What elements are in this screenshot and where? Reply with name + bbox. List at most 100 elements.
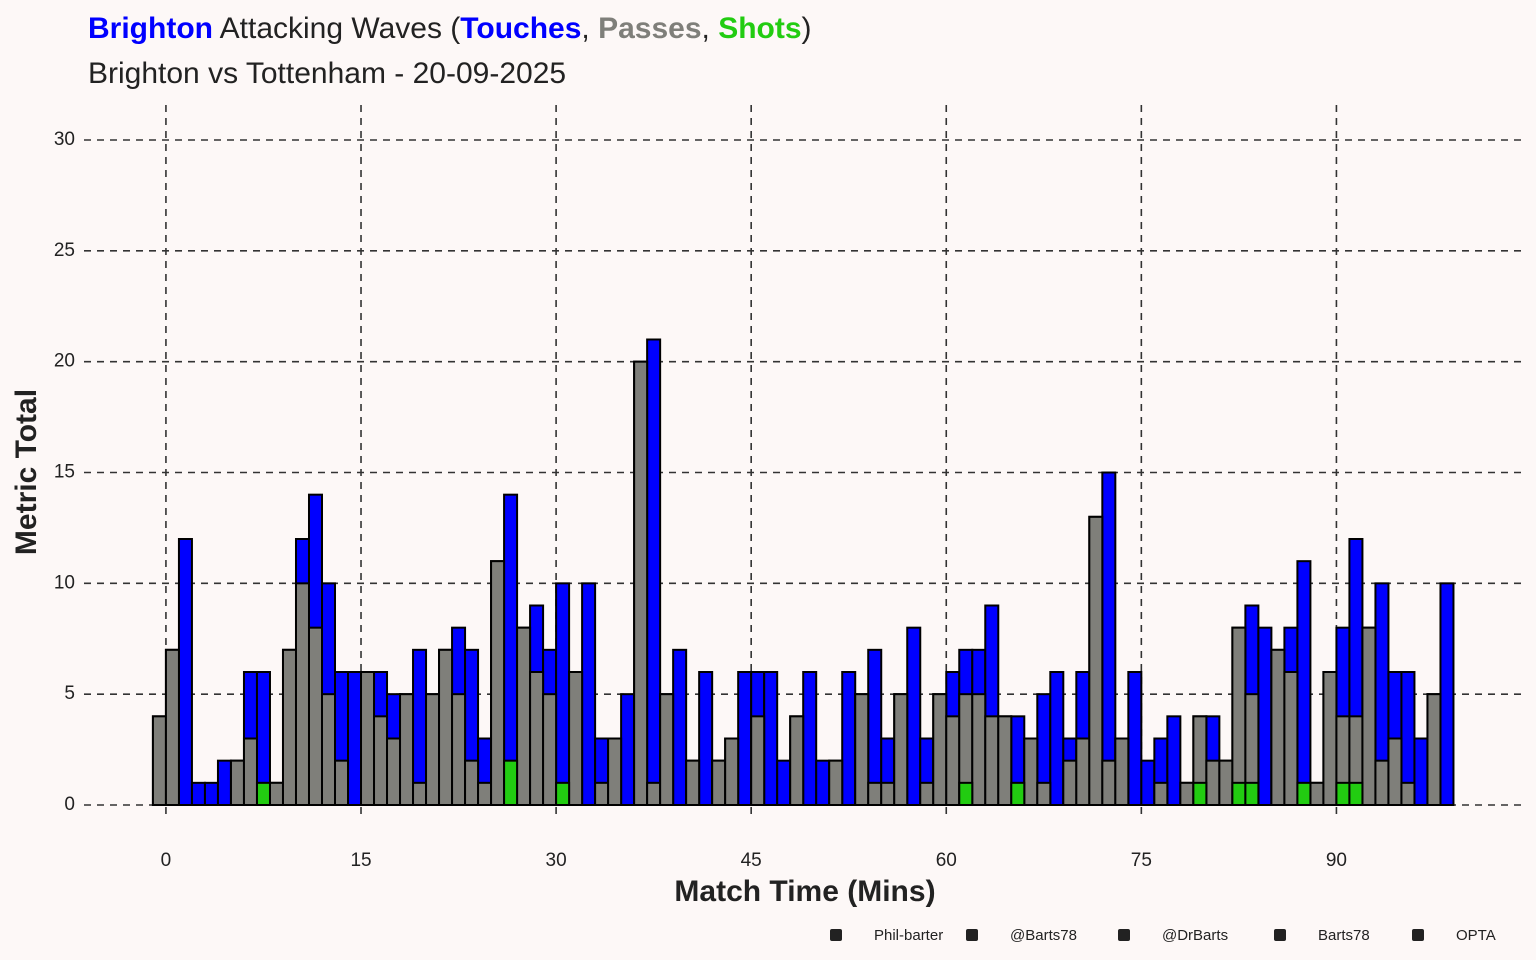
bar — [893, 693, 909, 807]
bar — [1361, 626, 1377, 807]
bar — [867, 648, 883, 806]
bar — [568, 671, 584, 806]
y-tick-label: 25 — [54, 240, 75, 261]
x-tick-label: 45 — [741, 850, 762, 871]
bar — [203, 781, 219, 806]
title-series: Passes — [598, 12, 701, 45]
bar — [216, 759, 232, 807]
bar — [672, 648, 688, 806]
credit-text: @DrBarts — [1162, 927, 1228, 944]
bar — [373, 715, 389, 806]
chart-title: Brighton Attacking Waves (Touches, Passe… — [88, 12, 812, 45]
bar — [1114, 737, 1130, 806]
bar — [646, 781, 662, 806]
y-tick-label: 30 — [54, 129, 75, 150]
bar — [1075, 737, 1091, 806]
bar — [997, 715, 1013, 806]
bar — [737, 671, 753, 806]
credit-icon — [1118, 929, 1130, 941]
bar — [347, 671, 363, 806]
x-tick-label: 60 — [936, 850, 957, 871]
credit-icon — [1412, 929, 1424, 941]
bar — [1010, 781, 1026, 806]
bar — [451, 693, 467, 807]
bar — [1166, 715, 1182, 806]
x-tick-label: 15 — [350, 850, 371, 871]
bar — [555, 781, 571, 806]
bar — [412, 648, 428, 806]
bar — [529, 671, 545, 806]
bar — [750, 715, 766, 806]
bar — [633, 360, 649, 806]
bar — [542, 693, 558, 807]
bar — [151, 715, 167, 806]
credit-text: Phil-barter — [874, 927, 943, 944]
bar — [1062, 759, 1078, 807]
bar — [594, 781, 610, 806]
bar — [334, 759, 350, 807]
x-tick-label: 90 — [1326, 850, 1347, 871]
title-series: Shots — [718, 12, 801, 45]
credit-text: @Barts78 — [1010, 927, 1077, 944]
chart-subtitle: Brighton vs Tottenham - 20-09-2025 — [88, 57, 566, 90]
bar — [776, 759, 792, 807]
x-axis-title: Match Time (Mins) — [674, 875, 935, 908]
bar — [1309, 781, 1325, 806]
bar — [1101, 759, 1117, 807]
bar — [828, 759, 844, 807]
bar — [307, 626, 323, 807]
bar — [1426, 693, 1442, 807]
bar — [971, 693, 987, 807]
bar — [1374, 759, 1390, 807]
x-tick-label: 75 — [1131, 850, 1152, 871]
bar — [919, 781, 935, 806]
bar — [425, 693, 441, 807]
bar — [1257, 626, 1273, 807]
bar — [646, 338, 662, 806]
bar — [1283, 671, 1299, 806]
x-tick-label: 30 — [546, 850, 567, 871]
bar — [360, 671, 376, 806]
bar — [1335, 781, 1351, 806]
bar — [1218, 759, 1234, 807]
title-sep: , — [581, 12, 598, 45]
bar — [659, 693, 675, 807]
x-tick-label: 0 — [161, 850, 172, 871]
bar — [685, 759, 701, 807]
bar — [945, 715, 961, 806]
bar — [854, 693, 870, 807]
bar — [880, 781, 896, 806]
bar — [490, 560, 506, 807]
bar — [1270, 648, 1286, 806]
y-tick-label: 0 — [64, 794, 75, 815]
bar — [724, 737, 740, 806]
bar — [763, 671, 779, 806]
bar — [1179, 781, 1195, 806]
bar — [386, 737, 402, 806]
bar — [1036, 781, 1052, 806]
bar — [1231, 781, 1247, 806]
bar — [412, 781, 428, 806]
bar — [255, 781, 271, 806]
bar — [958, 781, 974, 806]
credit-icon — [830, 929, 842, 941]
bar — [464, 759, 480, 807]
bar — [268, 781, 284, 806]
bar — [867, 781, 883, 806]
bar — [789, 715, 805, 806]
bar — [1153, 781, 1169, 806]
credit-icon — [966, 929, 978, 941]
credit-text: Barts78 — [1318, 927, 1370, 944]
bar — [1439, 582, 1455, 806]
bar — [1322, 671, 1338, 806]
bar — [1088, 515, 1104, 806]
bar — [1049, 671, 1065, 806]
bar — [177, 538, 193, 806]
bar — [477, 781, 493, 806]
bar — [1296, 560, 1312, 807]
bar — [516, 626, 532, 807]
credit-text: OPTA — [1456, 927, 1496, 944]
bar — [1205, 759, 1221, 807]
